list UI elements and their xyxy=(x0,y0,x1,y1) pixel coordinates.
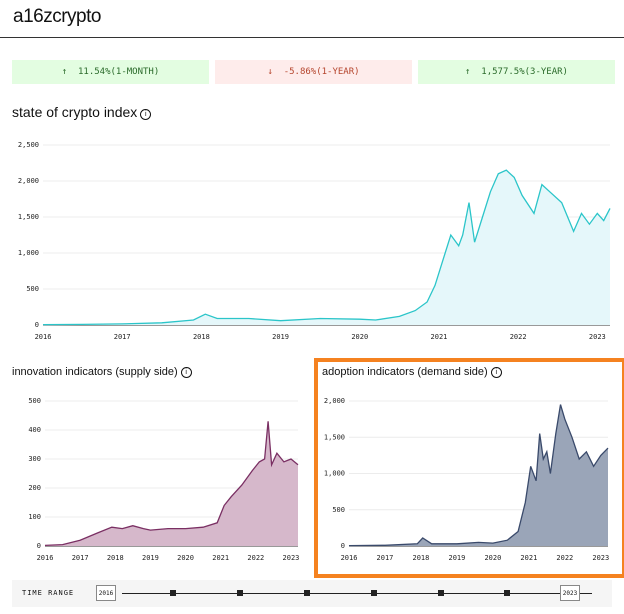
stat-1-year: ↓ -5.86%(1-YEAR) xyxy=(215,60,412,84)
x-tick-label: 2018 xyxy=(193,333,210,341)
x-tick-label: 2018 xyxy=(413,554,430,562)
y-tick-label: 500 xyxy=(28,397,41,405)
time-range-label: TIME RANGE xyxy=(22,589,75,597)
y-tick-label: 2,000 xyxy=(324,397,345,405)
y-tick-label: 200 xyxy=(28,484,41,492)
stat-1-month: ↑ 11.54%(1-MONTH) xyxy=(12,60,209,84)
y-tick-label: 0 xyxy=(37,542,41,550)
y-tick-label: 400 xyxy=(28,426,41,434)
adoption-chart[interactable]: 0 500 1,000 1,500 2,000 2016 2017 2018 2019 2020 2… xyxy=(310,390,620,570)
series-area xyxy=(349,404,608,546)
tick-2020[interactable] xyxy=(371,590,377,596)
x-tick-label: 2016 xyxy=(37,554,54,562)
y-tick-label: 1,000 xyxy=(324,470,345,478)
y-tick-label: 500 xyxy=(332,506,345,514)
tick-2021[interactable] xyxy=(438,590,444,596)
time-range-slider[interactable]: TIME RANGE 2016 2023 xyxy=(12,580,612,607)
x-tick-label: 2020 xyxy=(177,554,194,562)
series-area xyxy=(45,421,298,546)
arrow-up-icon: ↑ xyxy=(61,67,68,77)
x-tick-label: 2023 xyxy=(592,554,609,562)
x-tick-label: 2022 xyxy=(510,333,527,341)
index-chart[interactable]: 0 500 1,000 1,500 2,000 2,500 2016 2017 2018 2019… xyxy=(0,135,624,345)
y-tick-label: 2,000 xyxy=(18,177,39,185)
x-tick-label: 2016 xyxy=(35,333,52,341)
info-icon[interactable]: i xyxy=(180,367,192,378)
x-tick-label: 2021 xyxy=(212,554,229,562)
stat-value: 11.54%(1-MONTH) xyxy=(77,67,160,77)
innovation-chart[interactable]: 0 100 200 300 400 500 2016 2017 2018 2019 2020 2021… xyxy=(0,390,310,570)
x-tick-label: 2017 xyxy=(72,554,89,562)
x-tick-label: 2021 xyxy=(520,554,537,562)
x-tick-label: 2022 xyxy=(247,554,264,562)
x-tick-label: 2017 xyxy=(377,554,394,562)
x-tick-label: 2018 xyxy=(107,554,124,562)
arrow-up-icon: ↑ xyxy=(465,67,471,77)
highlight-box xyxy=(314,358,624,578)
y-tick-label: 100 xyxy=(28,513,41,521)
tick-2022[interactable] xyxy=(504,590,510,596)
x-tick-label: 2016 xyxy=(341,554,358,562)
series-line xyxy=(42,169,611,326)
range-start-handle[interactable]: 2016 xyxy=(96,585,116,601)
y-tick-label: 1,000 xyxy=(18,249,39,257)
x-tick-label: 2022 xyxy=(556,554,573,562)
x-tick-label: 2023 xyxy=(283,554,300,562)
stat-value: -5.86%(1-YEAR) xyxy=(283,67,360,77)
x-tick-label: 2020 xyxy=(351,333,368,341)
header-divider xyxy=(0,37,624,38)
y-tick-label: 2,500 xyxy=(18,141,39,149)
range-end-handle[interactable]: 2023 xyxy=(560,585,580,601)
x-tick-label: 2019 xyxy=(142,554,159,562)
adoption-title: adoption indicators (demand side) i xyxy=(322,366,502,378)
tick-2017[interactable] xyxy=(170,590,176,596)
stat-value: 1,577.5%(3-YEAR) xyxy=(481,67,568,77)
stat-3-year: ↑ 1,577.5%(3-YEAR) xyxy=(418,60,615,84)
logo[interactable]: a16zcrypto xyxy=(13,6,101,27)
info-icon[interactable]: i xyxy=(490,367,502,378)
y-tick-label: 500 xyxy=(26,285,39,293)
index-title: state of crypto index i xyxy=(12,104,152,120)
info-icon[interactable]: i xyxy=(140,109,152,120)
x-tick-label: 2019 xyxy=(448,554,465,562)
tick-2019[interactable] xyxy=(304,590,310,596)
chart-title: state of crypto index xyxy=(12,104,138,120)
y-tick-label: 0 xyxy=(341,542,345,550)
y-tick-label: 300 xyxy=(28,455,41,463)
x-tick-label: 2019 xyxy=(272,333,289,341)
x-tick-label: 2021 xyxy=(431,333,448,341)
slider-track[interactable] xyxy=(122,593,592,594)
innovation-title: innovation indicators (supply side) i xyxy=(12,366,192,378)
y-tick-label: 0 xyxy=(35,321,39,329)
chart-title: adoption indicators (demand side) xyxy=(322,366,488,378)
x-tick-label: 2020 xyxy=(484,554,501,562)
x-tick-label: 2017 xyxy=(114,333,131,341)
series-line xyxy=(348,404,609,547)
y-tick-label: 1,500 xyxy=(18,213,39,221)
x-tick-label: 2023 xyxy=(589,333,606,341)
series-area xyxy=(43,170,610,325)
tick-2018[interactable] xyxy=(237,590,243,596)
chart-title: innovation indicators (supply side) xyxy=(12,366,178,378)
arrow-down-icon: ↓ xyxy=(267,67,273,77)
y-tick-label: 1,500 xyxy=(324,433,345,441)
